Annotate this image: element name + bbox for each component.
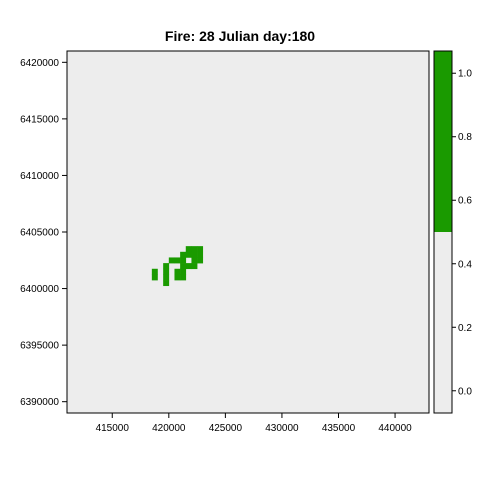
colorbar-tick-label: 0.0 bbox=[458, 386, 472, 397]
burned-cell bbox=[163, 268, 170, 275]
colorbar-tick-label: 0.2 bbox=[458, 323, 472, 334]
colorbar-low-segment bbox=[434, 232, 452, 413]
raster-background bbox=[67, 51, 429, 413]
colorbar-tick-label: 0.4 bbox=[458, 259, 472, 270]
burned-cell bbox=[197, 257, 204, 264]
colorbar-legend: 0.0 0.2 0.4 0.6 0.8 1.0 bbox=[433, 50, 472, 414]
burned-cell bbox=[191, 251, 198, 258]
burned-cell bbox=[197, 251, 204, 258]
burned-cell bbox=[174, 257, 181, 264]
x-tick-label: 415000 bbox=[96, 423, 130, 434]
burned-cell bbox=[174, 274, 181, 281]
y-tick-label: 6420000 bbox=[20, 58, 59, 69]
plot-area bbox=[66, 50, 430, 414]
colorbar-high-segment bbox=[434, 51, 452, 232]
burned-cell bbox=[191, 257, 198, 264]
y-tick-label: 6400000 bbox=[20, 284, 59, 295]
burned-cell bbox=[180, 274, 187, 281]
burned-cell bbox=[168, 257, 175, 264]
burned-cell bbox=[185, 263, 192, 270]
burned-cells bbox=[151, 246, 204, 287]
y-tick-label: 6390000 bbox=[20, 397, 59, 408]
burned-cell bbox=[151, 268, 158, 275]
x-tick-label: 430000 bbox=[265, 423, 299, 434]
burned-cell bbox=[191, 246, 198, 253]
burned-cell bbox=[180, 257, 187, 264]
burned-cell bbox=[174, 268, 181, 275]
y-tick-label: 6415000 bbox=[20, 114, 59, 125]
burned-cell bbox=[185, 251, 192, 258]
burned-cell bbox=[163, 280, 170, 287]
y-tick-label: 6395000 bbox=[20, 341, 59, 352]
x-tick-label: 420000 bbox=[152, 423, 186, 434]
x-tick-label: 425000 bbox=[209, 423, 243, 434]
colorbar-tick-label: 1.0 bbox=[458, 69, 472, 80]
burned-cell bbox=[163, 274, 170, 281]
colorbar-tick-label: 0.8 bbox=[458, 132, 472, 143]
colorbar-frame bbox=[433, 50, 453, 414]
colorbar-tick-label: 0.6 bbox=[458, 196, 472, 207]
burned-cell bbox=[163, 263, 170, 270]
x-tick-label: 440000 bbox=[378, 423, 412, 434]
burned-cell bbox=[180, 268, 187, 275]
y-axis: 6390000 6395000 6400000 6405000 6410000 64150… bbox=[20, 58, 67, 408]
chart-title: Fire: 28 Julian day:180 bbox=[165, 28, 315, 44]
burned-cell bbox=[180, 251, 187, 258]
burned-cell bbox=[185, 246, 192, 253]
burned-cell bbox=[151, 274, 158, 281]
y-tick-label: 6410000 bbox=[20, 171, 59, 182]
colorbar-ticks: 0.0 0.2 0.4 0.6 0.8 1.0 bbox=[452, 69, 472, 397]
burned-cell bbox=[191, 263, 198, 270]
x-tick-label: 435000 bbox=[322, 423, 356, 434]
y-tick-label: 6405000 bbox=[20, 228, 59, 239]
burned-cell bbox=[180, 263, 187, 270]
burned-cell bbox=[197, 246, 204, 253]
x-axis: 415000 420000 425000 430000 435000 440000 bbox=[96, 413, 412, 434]
